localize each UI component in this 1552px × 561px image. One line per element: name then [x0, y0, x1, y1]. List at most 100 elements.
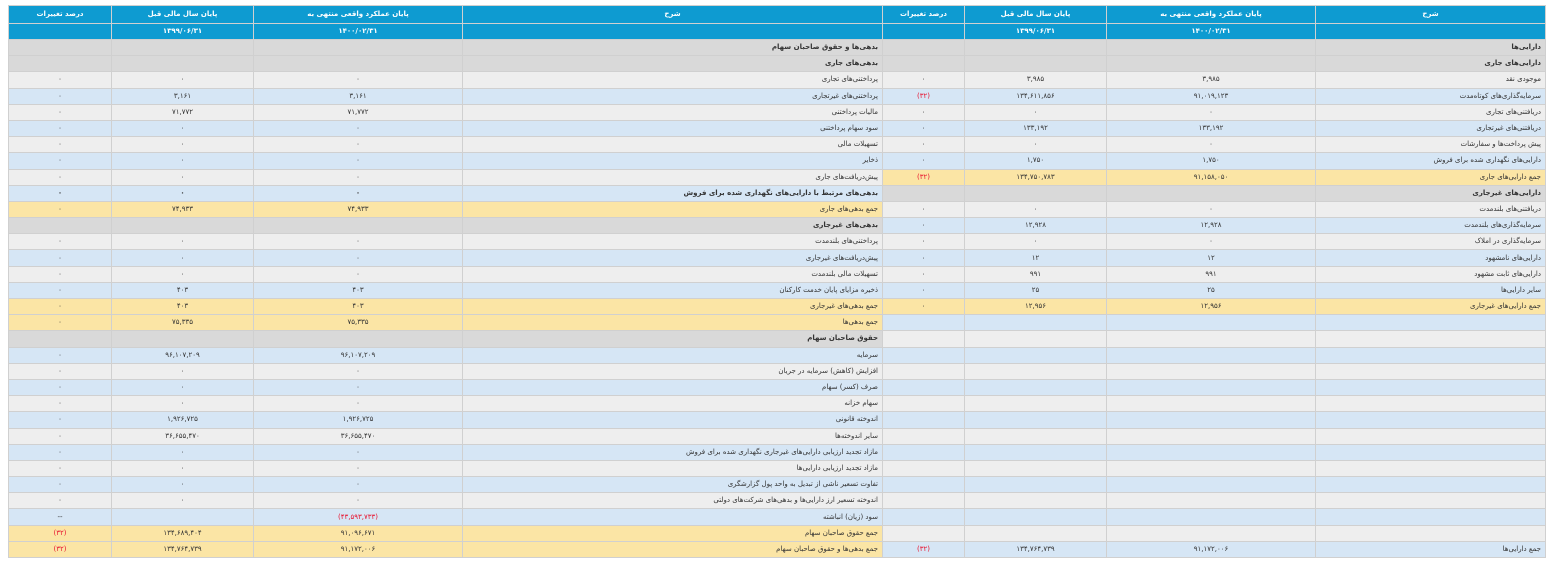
liability-previous-cell: ۰ — [111, 492, 254, 510]
liability-desc-cell: جمع بدهی‌ها و حقوق صاحبان سهام — [462, 540, 883, 559]
table-row: جمع دارایی‌های غیرجاری ۱۲,۹۵۶ ۱۲,۹۵۶ ۰ جمع ب… — [8, 297, 1546, 316]
table-body: دارایی‌ها بدهی‌ها و حقوق صاحبان سهام دارای… — [8, 38, 1546, 559]
asset-current-cell: ۳,۹۸۵ — [1106, 71, 1316, 89]
liability-previous-cell: ۰ — [111, 71, 254, 89]
liability-change-cell: ۰ — [8, 362, 112, 380]
table-row: اندوخته تسعیر ارز دارایی‌ها و بدهی‌های ش… — [8, 492, 1546, 510]
liabilities-change-header: درصد تغییرات — [8, 5, 112, 24]
liability-previous-cell: ۰ — [111, 378, 254, 397]
liability-current-cell: ۰ — [253, 362, 463, 380]
asset-change-cell: ۰ — [882, 265, 965, 283]
table-row: دریافتنی‌های غیرتجاری ۱۳۳,۱۹۲ ۱۳۳,۱۹۲ ۰ سود … — [8, 119, 1546, 138]
liability-previous-cell: ۰ — [111, 119, 254, 138]
asset-desc-cell: دریافتنی‌های تجاری — [1315, 103, 1546, 121]
asset-change-cell: (۳۲) — [882, 540, 965, 559]
asset-desc-cell — [1315, 443, 1546, 461]
asset-change-cell: ۰ — [882, 297, 965, 316]
asset-change-cell — [882, 508, 965, 526]
liability-desc-cell: مازاد تجدید ارزیابی دارایی‌های غیرجاری ن… — [462, 443, 883, 461]
liability-desc-cell: پیش‌دریافت‌های جاری — [462, 168, 883, 186]
liability-desc-cell: سود (زیان) انباشته — [462, 508, 883, 526]
asset-desc-cell: جمع دارایی‌های جاری — [1315, 168, 1546, 186]
liability-desc-cell: ذخیره مزایای پایان خدمت کارکنان — [462, 281, 883, 300]
asset-change-cell — [882, 346, 965, 364]
liability-change-cell — [8, 330, 112, 348]
asset-desc-cell — [1315, 314, 1546, 332]
assets-change-header-blank — [882, 23, 965, 40]
liability-desc-cell: اندوخته تسعیر ارز دارایی‌ها و بدهی‌های ش… — [462, 492, 883, 510]
liability-previous-cell: ۹۶,۱۰۷,۲۰۹ — [111, 346, 254, 364]
asset-desc-cell: دارایی‌های ثابت مشهود — [1315, 265, 1546, 283]
liability-current-cell: ۷۴,۹۳۳ — [253, 200, 463, 219]
table-row: دریافتنی‌های تجاری ۰ ۰ ۰ مالیات پرداختنی ۷۱,۷… — [8, 103, 1546, 121]
liability-previous-cell: ۰ — [111, 184, 254, 202]
asset-desc-cell — [1315, 459, 1546, 478]
table-row: سرمایه‌گذاری‌های کوتاه‌مدت ۹۱,۰۱۹,۱۲۳ ۱۳۴,… — [8, 87, 1546, 105]
asset-previous-cell: ۰ — [964, 233, 1107, 251]
asset-change-cell — [882, 184, 965, 202]
liability-current-cell: ۰ — [253, 71, 463, 89]
asset-previous-cell — [964, 427, 1107, 445]
table-row: دارایی‌های جاری بدهی‌های جاری — [8, 55, 1546, 73]
balance-sheet-table: شرح پایان عملکرد واقعی منتهی به پایان سا… — [8, 5, 1546, 559]
liability-previous-cell: ۰ — [111, 233, 254, 251]
assets-previous-header: پایان سال مالی قبل — [964, 5, 1107, 24]
liability-desc-cell: حقوق صاحبان سهام — [462, 330, 883, 348]
asset-current-cell: ۹۹۱ — [1106, 265, 1316, 283]
liability-desc-cell: اندوخته قانونی — [462, 411, 883, 429]
asset-previous-cell: ۰ — [964, 103, 1107, 121]
asset-current-cell: ۹۱,۰۱۹,۱۲۳ — [1106, 87, 1316, 105]
liability-desc-cell: افزایش (کاهش) سرمایه در جریان — [462, 362, 883, 380]
asset-desc-cell — [1315, 346, 1546, 364]
liability-desc-cell: سهام خزانه — [462, 395, 883, 413]
table-row: دارایی‌های نامشهود ۱۲ ۱۲ ۰ پیش‌دریافت‌های غی… — [8, 249, 1546, 267]
asset-change-cell — [882, 38, 965, 57]
liability-change-cell: ۰ — [8, 459, 112, 478]
asset-current-cell — [1106, 378, 1316, 397]
asset-change-cell — [882, 395, 965, 413]
asset-desc-cell — [1315, 427, 1546, 445]
asset-desc-cell: سرمایه‌گذاری‌های کوتاه‌مدت — [1315, 87, 1546, 105]
liability-previous-cell: ۰ — [111, 136, 254, 154]
liability-change-cell: ۰ — [8, 184, 112, 202]
liability-current-cell — [253, 330, 463, 348]
liability-current-cell: ۰ — [253, 265, 463, 283]
table-row: جمع دارایی‌ها ۹۱,۱۷۲,۰۰۶ ۱۳۴,۷۶۴,۷۳۹ (۳۲) جم… — [8, 540, 1546, 559]
liability-current-cell — [253, 217, 463, 235]
table-row: سرمایه‌گذاری‌های بلندمدت ۱۲,۹۲۸ ۱۲,۹۲۸ ۰ بده… — [8, 217, 1546, 235]
liability-current-cell: ۰ — [253, 459, 463, 478]
asset-change-cell: ۰ — [882, 136, 965, 154]
liability-previous-cell: ۷۵,۳۳۵ — [111, 314, 254, 332]
asset-change-cell — [882, 362, 965, 380]
asset-current-cell — [1106, 330, 1316, 348]
asset-change-cell: ۰ — [882, 71, 965, 89]
liability-change-cell: ۰ — [8, 281, 112, 300]
liability-previous-cell: ۳۶,۶۵۵,۴۷۰ — [111, 427, 254, 445]
assets-current-date: ۱۴۰۰/۰۲/۳۱ — [1106, 23, 1316, 40]
liability-desc-cell: پرداختنی‌های بلندمدت — [462, 233, 883, 251]
liability-desc-cell: سرمایه — [462, 346, 883, 364]
liability-previous-cell: ۰ — [111, 249, 254, 267]
asset-current-cell — [1106, 508, 1316, 526]
liability-current-cell: ۰ — [253, 249, 463, 267]
table-row: مازاد تجدید ارزیابی دارایی‌ها ۰ ۰ ۰ — [8, 459, 1546, 478]
asset-change-cell: ۰ — [882, 103, 965, 121]
liability-change-cell: ۰ — [8, 249, 112, 267]
liability-current-cell: ۷۱,۷۷۲ — [253, 103, 463, 121]
asset-desc-cell: سرمایه‌گذاری در املاک — [1315, 233, 1546, 251]
asset-desc-cell: سرمایه‌گذاری‌های بلندمدت — [1315, 217, 1546, 235]
liability-current-cell: ۴۰۳ — [253, 281, 463, 300]
liability-desc-cell: جمع بدهی‌های غیرجاری — [462, 297, 883, 316]
liability-desc-cell: بدهی‌های مرتبط با دارایی‌های نگهداری شده… — [462, 184, 883, 202]
assets-current-header: پایان عملکرد واقعی منتهی به — [1106, 5, 1316, 24]
liability-current-cell: ۰ — [253, 476, 463, 494]
liability-previous-cell: ۰ — [111, 265, 254, 283]
liability-previous-cell: ۷۱,۷۷۲ — [111, 103, 254, 121]
table-row: دارایی‌های نگهداری شده برای فروش ۱,۷۵۰ ۱,۷… — [8, 152, 1546, 170]
liability-desc-cell: سایر اندوخته‌ها — [462, 427, 883, 445]
table-row: مازاد تجدید ارزیابی دارایی‌های غیرجاری ن… — [8, 443, 1546, 461]
liability-change-cell: ۰ — [8, 411, 112, 429]
asset-change-cell — [882, 55, 965, 73]
liability-change-cell: ۰ — [8, 314, 112, 332]
asset-current-cell — [1106, 427, 1316, 445]
